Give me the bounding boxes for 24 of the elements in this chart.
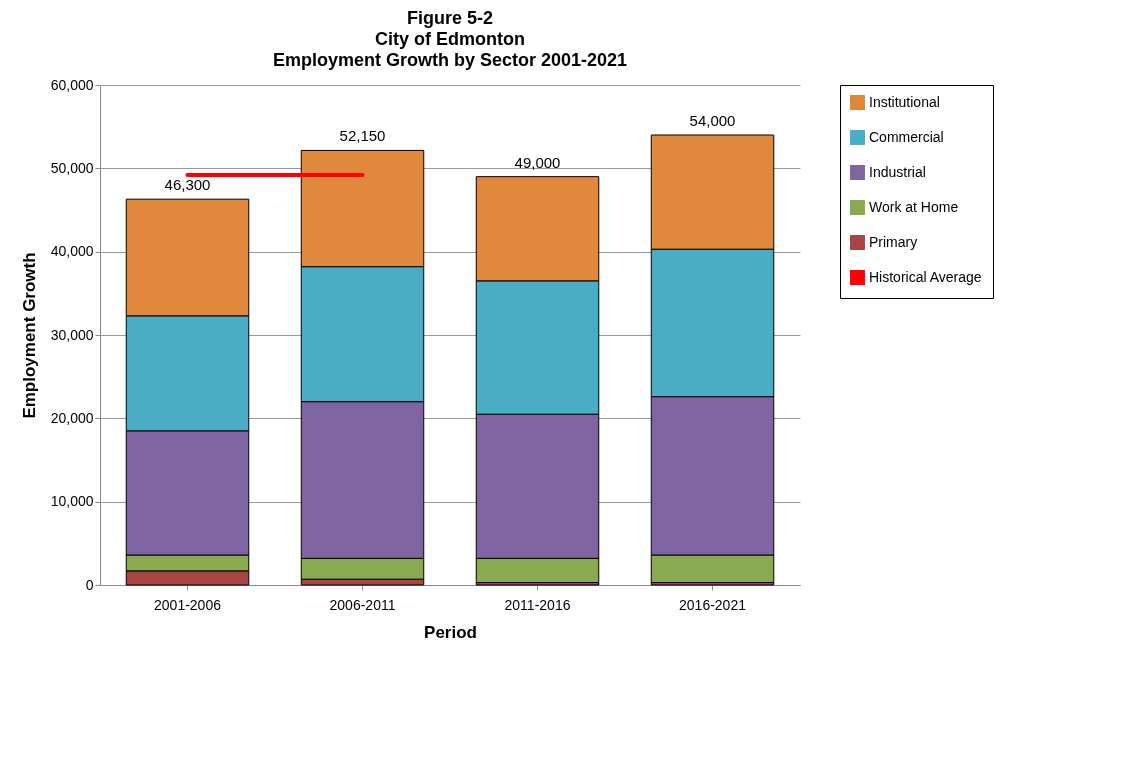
legend-label: Commercial bbox=[869, 128, 944, 145]
y-axis-title: Employment Growth bbox=[19, 252, 39, 419]
total-label: 52,150 bbox=[339, 127, 386, 145]
total-label: 54,000 bbox=[689, 112, 736, 129]
chart-title: Figure 5-2 City of Edmonton Employment Growth by Sector 2001-2021 bbox=[272, 8, 628, 70]
y-tick-label: 0 bbox=[85, 576, 94, 593]
y-tick-label: 40,000 bbox=[50, 243, 94, 260]
x-axis-title: Period bbox=[424, 622, 477, 642]
total-label: 49,000 bbox=[514, 153, 561, 171]
legend-label: Institutional bbox=[869, 93, 940, 110]
x-tick-label: 2001-2006 bbox=[154, 596, 222, 613]
legend-label: Historical Average bbox=[869, 268, 982, 285]
x-tick-label: 2006-2011 bbox=[329, 596, 396, 613]
x-tick-label: 2016-2021 bbox=[679, 596, 747, 613]
x-tick-label: 2011-2016 bbox=[504, 596, 571, 613]
legend-label: Primary bbox=[869, 233, 918, 250]
y-tick-label: 60,000 bbox=[50, 76, 94, 93]
y-tick-label: 50,000 bbox=[50, 159, 94, 176]
y-tick-label: 20,000 bbox=[50, 409, 94, 426]
y-tick-label: 30,000 bbox=[50, 326, 94, 343]
legend-label: Work at Home bbox=[869, 198, 959, 215]
total-label: 46,300 bbox=[164, 176, 211, 194]
legend-label: Industrial bbox=[869, 163, 926, 180]
y-tick-label: 10,000 bbox=[50, 493, 94, 510]
